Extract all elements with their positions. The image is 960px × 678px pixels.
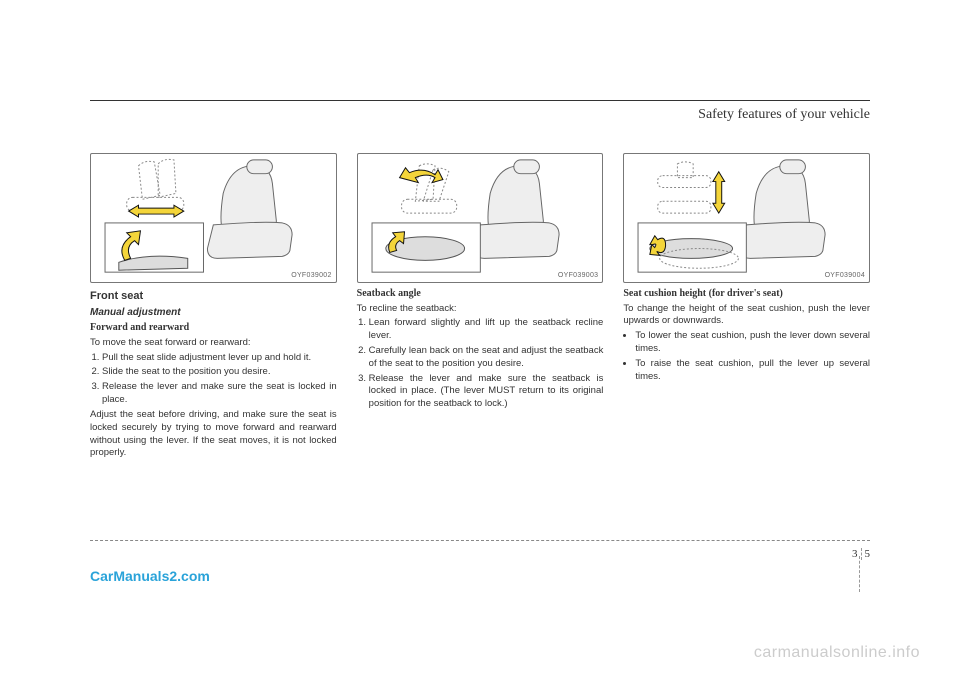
heading-front-seat: Front seat — [90, 289, 337, 304]
watermark-carmanualsonline: carmanualsonline.info — [754, 644, 920, 662]
col3-intro: To change the height of the seat cushion… — [623, 303, 870, 329]
list-item: Release the lever and make sure the seat… — [102, 381, 337, 407]
figure-seatback-angle: OYF039003 — [357, 153, 604, 283]
column-2: OYF039003 Seatback angle To recline the … — [357, 153, 604, 462]
list-item: Release the lever and make sure the seat… — [369, 373, 604, 411]
list-item: Carefully lean back on the seat and adju… — [369, 345, 604, 371]
heading-seat-height: Seat cushion height (for driver's seat) — [623, 287, 870, 301]
heading-seatback-angle: Seatback angle — [357, 287, 604, 301]
page-number: 35 — [852, 548, 870, 560]
list-item: To raise the seat cushion, pull the leve… — [635, 358, 870, 384]
column-1: OYF039002 Front seat Manual adjustment F… — [90, 153, 337, 462]
watermark-carmanuals2: CarManuals2.com — [90, 568, 210, 584]
figure-code-1: OYF039002 — [291, 271, 331, 280]
list-item: Pull the seat slide adjustment lever up … — [102, 352, 337, 365]
figure-forward-rearward: OYF039002 — [90, 153, 337, 283]
list-item: Slide the seat to the position you desir… — [102, 366, 337, 379]
figure-code-3: OYF039004 — [825, 271, 865, 280]
heading-manual-adjustment: Manual adjustment — [90, 306, 337, 320]
col1-intro: To move the seat forward or rearward: — [90, 337, 337, 350]
list-item: Lean forward slightly and lift up the se… — [369, 317, 604, 343]
col2-intro: To recline the seatback: — [357, 303, 604, 316]
page-num-right: 5 — [862, 548, 871, 560]
page-header-title: Safety features of your vehicle — [90, 107, 870, 123]
figure-code-2: OYF039003 — [558, 271, 598, 280]
col1-steps: Pull the seat slide adjustment lever up … — [90, 352, 337, 407]
col2-steps: Lean forward slightly and lift up the se… — [357, 317, 604, 411]
content-columns: OYF039002 Front seat Manual adjustment F… — [90, 153, 870, 462]
figure-seat-height: OYF039004 — [623, 153, 870, 283]
column-3: OYF039004 Seat cushion height (for drive… — [623, 153, 870, 462]
page-num-divider — [859, 556, 860, 592]
list-item: To lower the seat cushion, push the leve… — [635, 330, 870, 356]
footer-divider — [90, 540, 870, 541]
heading-forward-rearward: Forward and rearward — [90, 321, 337, 335]
col1-tail: Adjust the seat before driving, and make… — [90, 409, 337, 460]
page-num-left: 3 — [852, 548, 862, 560]
col3-bullets: To lower the seat cushion, push the leve… — [623, 330, 870, 383]
header-divider — [90, 100, 870, 101]
